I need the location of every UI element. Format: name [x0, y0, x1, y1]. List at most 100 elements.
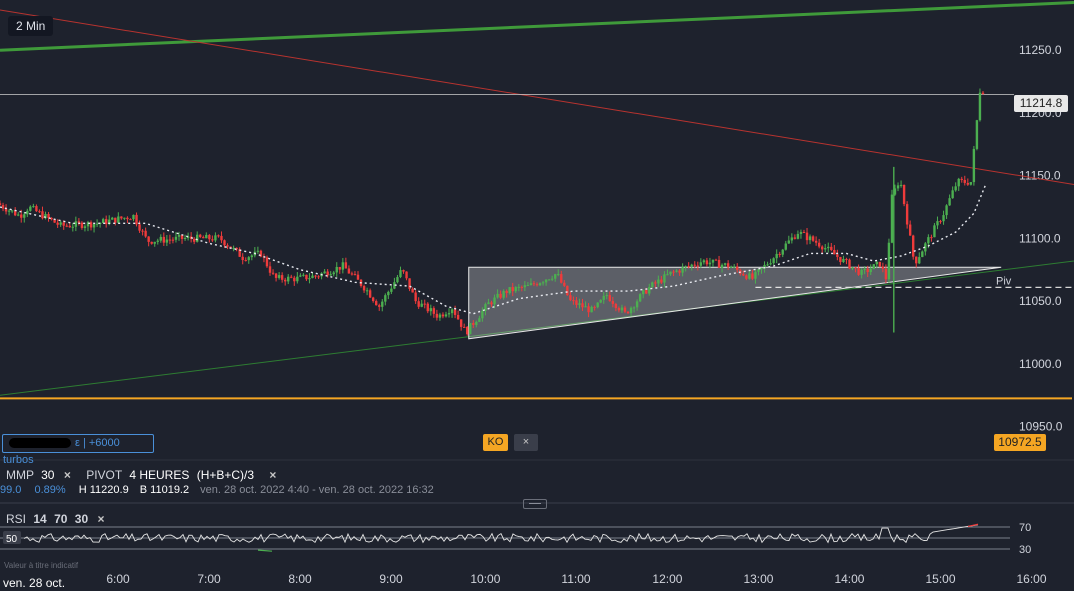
x-tick-label: 15:00	[925, 572, 955, 586]
candle-body	[323, 271, 326, 274]
rsi-indicator-row[interactable]: RSI 14 70 30 ×	[6, 512, 104, 526]
mmp-indicator-row[interactable]: MMP 30 × PIVOT 4 HEURES (H+B+C)/3 ×	[6, 468, 276, 482]
candle-body	[371, 297, 375, 302]
candle-body	[283, 279, 287, 282]
candle-body	[168, 239, 172, 241]
candle-body	[186, 236, 190, 238]
candle-body	[141, 230, 144, 232]
candle-body	[147, 236, 150, 242]
ko-button[interactable]: KO	[483, 434, 508, 451]
candle-body	[1, 205, 5, 209]
candle-body	[484, 304, 487, 311]
pane-resize-handle[interactable]	[523, 499, 547, 509]
candle-body	[617, 308, 621, 311]
ko-close-button[interactable]: ×	[514, 434, 538, 451]
candle-body	[74, 221, 78, 227]
candle-body	[89, 222, 93, 228]
candle-body	[329, 274, 332, 276]
candle-body	[44, 214, 47, 219]
candle-body	[614, 303, 618, 309]
candle-body	[202, 237, 205, 239]
candle-body	[174, 236, 178, 240]
mmp-close-icon[interactable]: ×	[63, 468, 71, 482]
candle-body	[775, 253, 778, 259]
rsi-p3: 30	[74, 512, 89, 526]
candle-body	[162, 236, 166, 243]
x-tick-label: 14:00	[834, 572, 864, 586]
y-tick-label: 10950.0	[1019, 420, 1063, 434]
candle-body	[924, 243, 927, 252]
candle-body	[250, 255, 254, 258]
candle-body	[335, 266, 338, 273]
candle-body	[296, 276, 299, 282]
candle-body	[851, 267, 854, 269]
rsi-close-icon[interactable]: ×	[97, 512, 105, 526]
candle-body	[757, 269, 760, 272]
candle-body	[799, 232, 803, 234]
candle-body	[945, 205, 948, 216]
candle-body	[645, 290, 648, 294]
candle-body	[135, 214, 138, 225]
candle-body	[71, 226, 75, 228]
candle-body	[353, 274, 357, 276]
candle-body	[742, 273, 745, 276]
candle-body	[817, 242, 821, 247]
candle-body	[271, 272, 275, 274]
candle-body	[390, 288, 393, 292]
candle-body	[745, 275, 748, 279]
pivot-close-icon[interactable]: ×	[269, 468, 277, 482]
candle-body	[208, 234, 211, 240]
candle-body	[326, 271, 329, 276]
candle-body	[736, 266, 739, 270]
candle-body	[714, 259, 718, 261]
candle-body	[975, 120, 979, 149]
candle-body	[378, 305, 381, 307]
candle-body	[514, 287, 517, 292]
candle-body	[726, 263, 730, 268]
candle-body	[581, 303, 584, 308]
candle-body	[824, 248, 827, 250]
candle-body	[138, 224, 141, 231]
candle-body	[702, 260, 706, 263]
candle-body	[672, 271, 675, 273]
candle-body	[20, 214, 23, 218]
candle-body	[802, 232, 806, 234]
candle-body	[511, 287, 514, 292]
candle-body	[620, 307, 624, 311]
candle-body	[860, 269, 863, 275]
candle-body	[414, 292, 417, 302]
candle-body	[77, 221, 81, 223]
candle-body	[375, 301, 378, 306]
candle-body	[299, 275, 302, 277]
candle-body	[104, 219, 108, 225]
candle-body	[942, 215, 945, 222]
candle-body	[56, 222, 59, 225]
candle-body	[915, 256, 918, 264]
candle-body	[902, 184, 906, 205]
candle-body	[393, 282, 396, 289]
candle-body	[459, 319, 463, 327]
candle-body	[772, 258, 775, 264]
candle-body	[696, 265, 699, 267]
candle-body	[396, 277, 399, 283]
candle-body	[214, 235, 217, 241]
candle-body	[308, 278, 311, 280]
x-tick-label: 16:00	[1016, 572, 1046, 586]
stat-low: B 11019.2	[139, 484, 190, 496]
candle-body	[362, 286, 366, 291]
candle-body	[954, 186, 957, 191]
mmp-period: 30	[41, 468, 55, 482]
candle-body	[441, 314, 445, 317]
turbo-position-tag[interactable]: ε | +6000 turbos	[2, 434, 154, 466]
candle-body	[478, 318, 481, 322]
candle-body	[905, 204, 909, 225]
candle-body	[872, 264, 875, 270]
candle-body	[927, 237, 930, 244]
candle-body	[930, 237, 933, 239]
candle-body	[47, 214, 50, 218]
candle-body	[708, 262, 712, 265]
candle-body	[590, 306, 593, 313]
candle-body	[490, 302, 493, 305]
timeframe-badge[interactable]: 2 Min	[8, 16, 54, 36]
